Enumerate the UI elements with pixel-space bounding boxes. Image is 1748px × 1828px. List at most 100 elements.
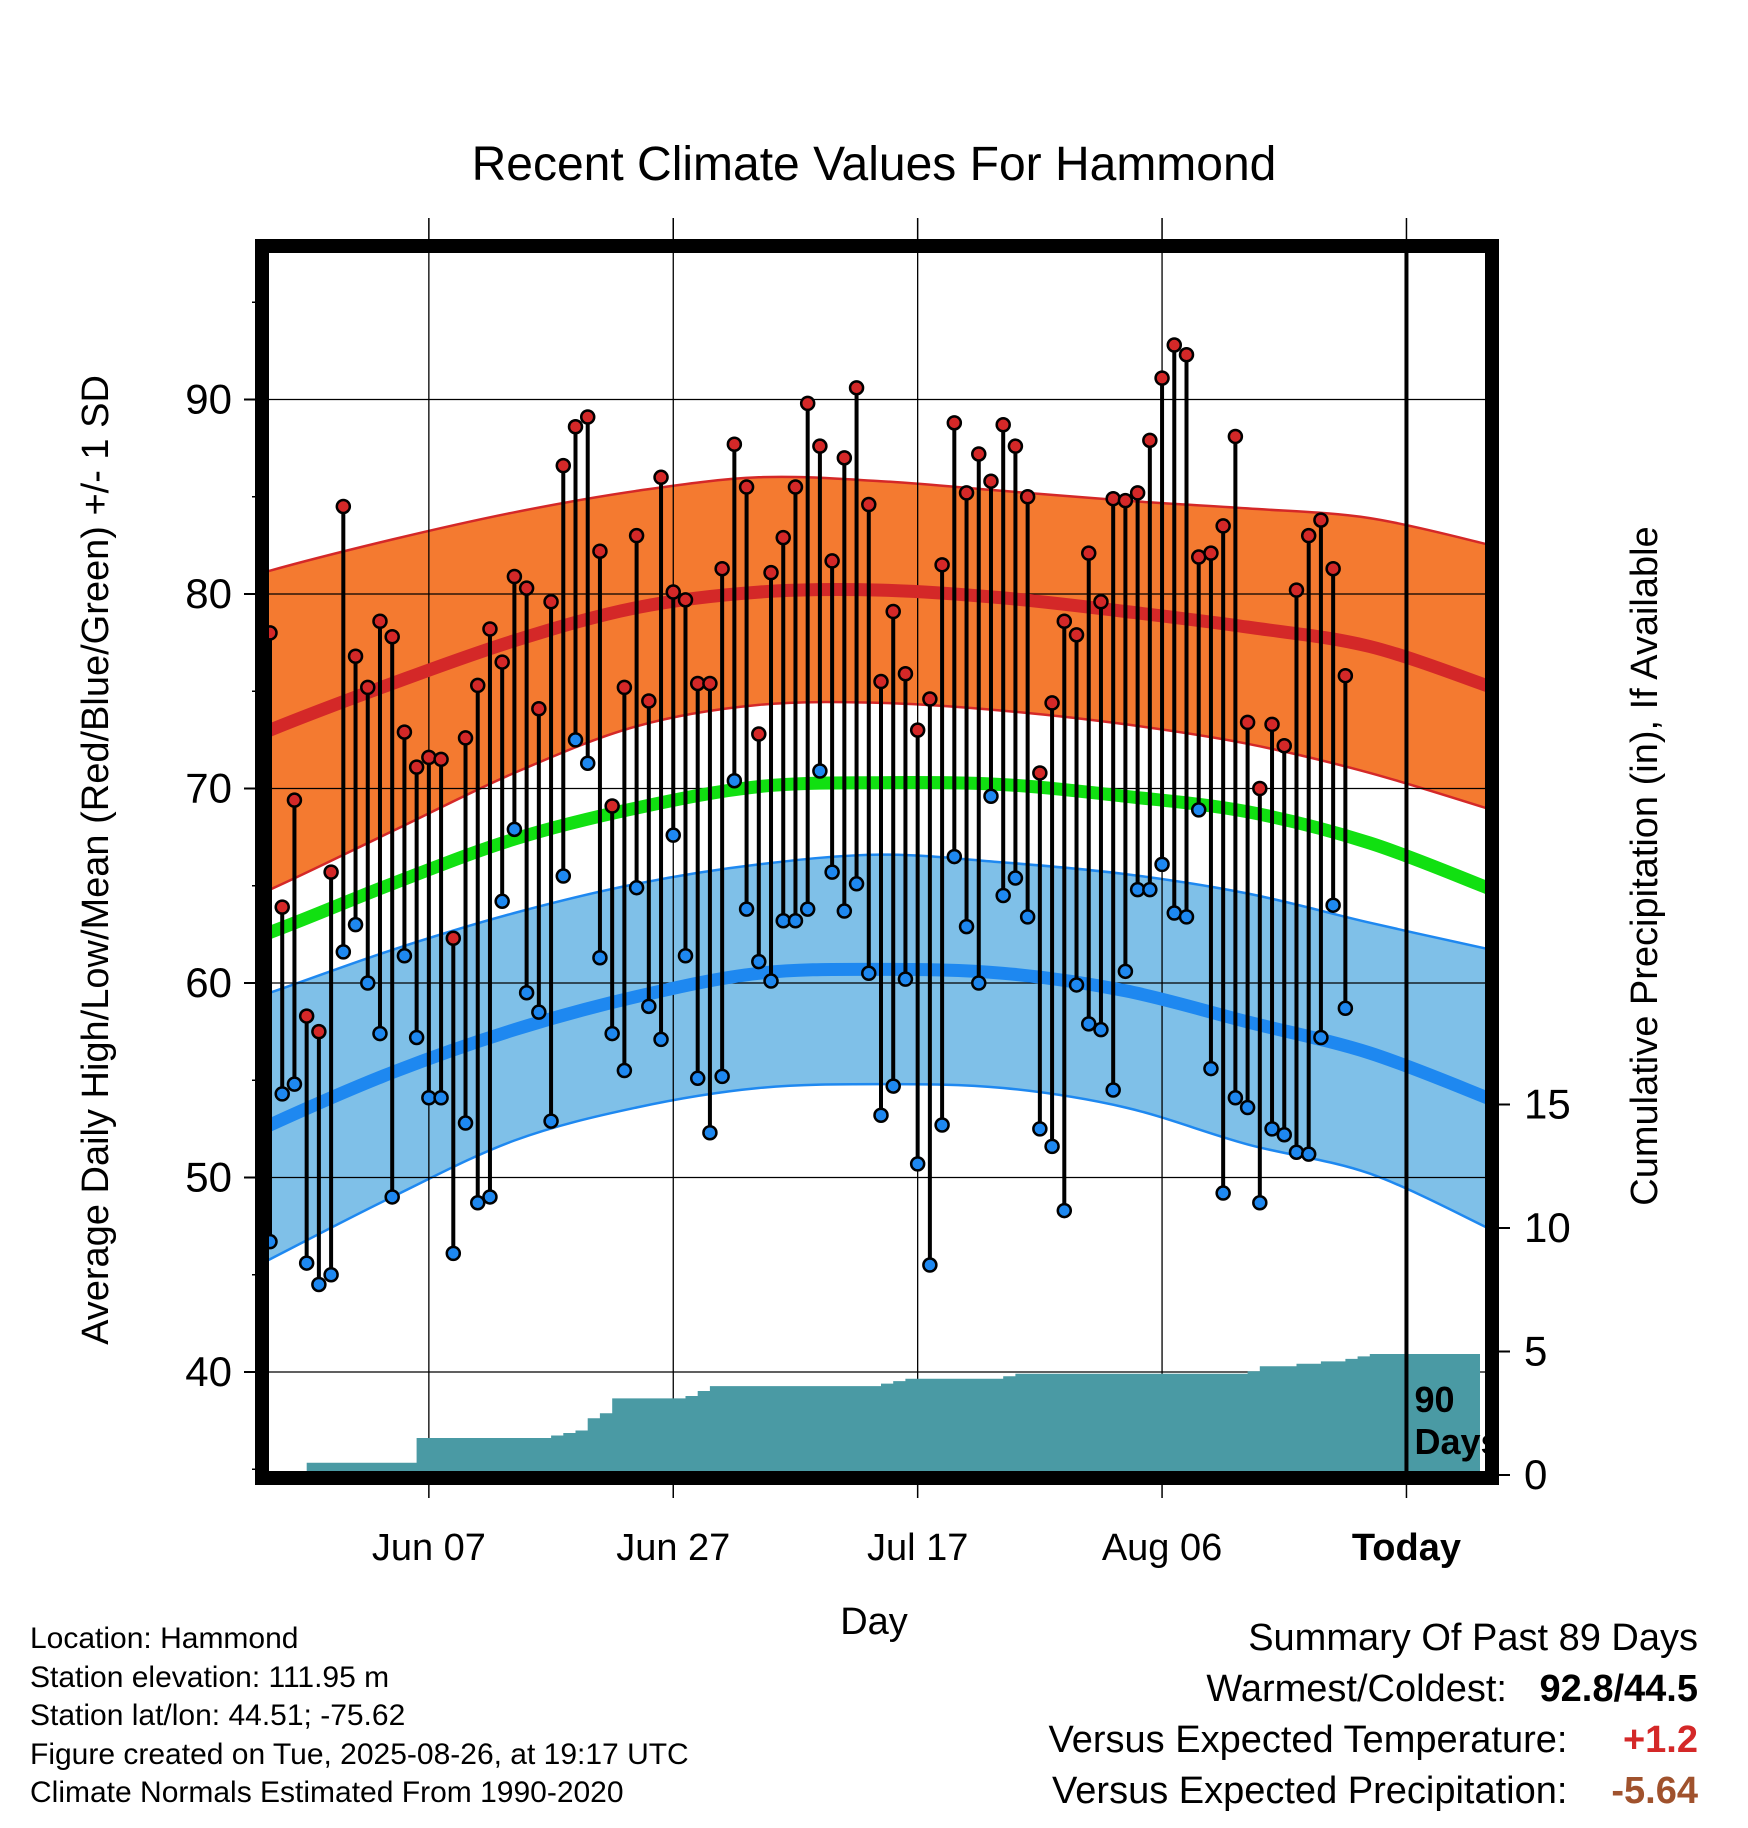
daily-low-point	[384, 1189, 400, 1205]
daily-high-point	[738, 479, 755, 495]
daily-low-point	[983, 788, 999, 805]
station-info: Location: Hammond Station elevation: 111…	[30, 1620, 689, 1813]
daily-high-point	[971, 446, 987, 462]
daily-low-point	[714, 1068, 730, 1085]
daily-high-point	[567, 418, 584, 435]
daily-low-point	[335, 944, 352, 960]
daily-low-point	[787, 913, 804, 929]
daily-low-point	[653, 1031, 669, 1048]
cumulative-precipitation-area	[270, 1354, 1480, 1475]
daily-low-point	[1068, 977, 1085, 993]
x-axis-label: Day	[840, 1601, 908, 1643]
daily-high-point	[1300, 527, 1317, 544]
daily-high-point	[1154, 370, 1170, 386]
daily-low-point	[1019, 909, 1036, 925]
daily-high-point	[555, 457, 572, 474]
warmest-coldest-value: 92.8/44.5	[1539, 1668, 1698, 1710]
daily-low-point	[482, 1189, 498, 1205]
daily-low-point	[1227, 1090, 1244, 1106]
daily-low-point	[1154, 856, 1170, 873]
daily-low-point	[995, 887, 1011, 904]
daily-low-point	[1313, 1029, 1329, 1046]
daily-high-point	[848, 380, 865, 396]
daily-low-point	[1044, 1138, 1060, 1155]
y-axis-label-left: Average Daily High/Low/Mean (Red/Blue/Gr…	[75, 375, 117, 1345]
daily-high-point	[1129, 485, 1146, 501]
daily-low-point	[298, 1255, 315, 1271]
daily-high-point	[897, 665, 914, 682]
daily-high-point	[372, 613, 388, 629]
daily-high-point	[726, 436, 743, 452]
daily-high-point	[799, 395, 816, 412]
daily-high-point	[1117, 492, 1134, 509]
daily-low-point	[433, 1090, 449, 1106]
y-tick-label: 90	[185, 376, 232, 423]
daily-high-point	[1080, 545, 1097, 561]
daily-low-point	[971, 975, 987, 991]
daily-low-point	[812, 763, 828, 779]
daily-high-point	[885, 603, 901, 620]
y2-tick-label: 15	[1524, 1081, 1571, 1128]
days-window-label: 90 Days	[1414, 1379, 1500, 1462]
daily-high-point	[909, 722, 926, 738]
daily-low-point	[1117, 963, 1134, 980]
daily-high-point	[360, 679, 376, 696]
daily-low-point	[1264, 1121, 1280, 1137]
daily-low-point	[1093, 1021, 1109, 1038]
elevation-text: Station elevation: 111.95 m	[30, 1660, 390, 1694]
y-axis-label-right: Cumulative Precipitation (in), If Availa…	[1624, 526, 1666, 1205]
daily-high-point	[506, 568, 523, 585]
daily-low-point	[311, 1276, 327, 1293]
daily-high-point	[543, 594, 559, 610]
daily-high-point	[1276, 737, 1293, 754]
x-tick-label: Jun 07	[372, 1527, 486, 1569]
daily-low-point	[702, 1125, 718, 1141]
daily-high-point	[751, 726, 767, 742]
daily-low-point	[1337, 1000, 1354, 1017]
daily-low-point	[873, 1107, 889, 1124]
daily-high-point	[958, 485, 975, 501]
daily-high-point	[1178, 347, 1195, 363]
daily-high-point	[347, 648, 364, 664]
daily-low-point	[543, 1113, 559, 1129]
daily-low-point	[445, 1245, 462, 1262]
daily-high-point	[286, 792, 303, 808]
y-tick-label: 40	[185, 1348, 232, 1395]
days-window-label-line: Days	[1414, 1421, 1500, 1462]
daily-low-point	[738, 901, 755, 917]
daily-low-point	[934, 1117, 950, 1133]
y-tick-label: 60	[185, 959, 232, 1006]
daily-high-point	[384, 629, 400, 645]
daily-low-point	[628, 879, 645, 896]
daily-low-point	[751, 953, 767, 970]
daily-low-point	[958, 918, 975, 935]
daily-high-point	[1166, 337, 1183, 353]
daily-low-point	[579, 755, 596, 771]
daily-high-point	[1239, 714, 1256, 731]
daily-low-point	[1252, 1195, 1268, 1211]
daily-high-point	[677, 592, 694, 608]
daily-low-point	[323, 1267, 339, 1283]
plot-frame	[255, 239, 1499, 1485]
daily-high-point	[531, 701, 547, 717]
daily-low-point	[1203, 1060, 1219, 1077]
precipitation-departure-value: -5.64	[1611, 1770, 1698, 1812]
daily-high-point	[1252, 780, 1268, 797]
daily-high-point	[469, 677, 486, 694]
daily-high-point	[861, 496, 877, 513]
daily-high-point	[1019, 489, 1036, 505]
daily-low-point	[604, 1025, 620, 1042]
summary-heading: Summary Of Past 89 Days	[1248, 1617, 1698, 1659]
daily-low-point	[897, 971, 914, 987]
daily-low-point	[457, 1115, 474, 1131]
daily-low-point	[861, 965, 877, 982]
daily-high-point	[445, 930, 462, 947]
daily-high-point	[1093, 594, 1109, 610]
daily-high-point	[983, 473, 999, 489]
daily-high-point	[653, 469, 669, 486]
daily-low-point	[763, 973, 779, 989]
daily-low-point	[555, 868, 572, 884]
daily-high-point	[433, 751, 449, 768]
daily-low-point	[1276, 1126, 1293, 1143]
